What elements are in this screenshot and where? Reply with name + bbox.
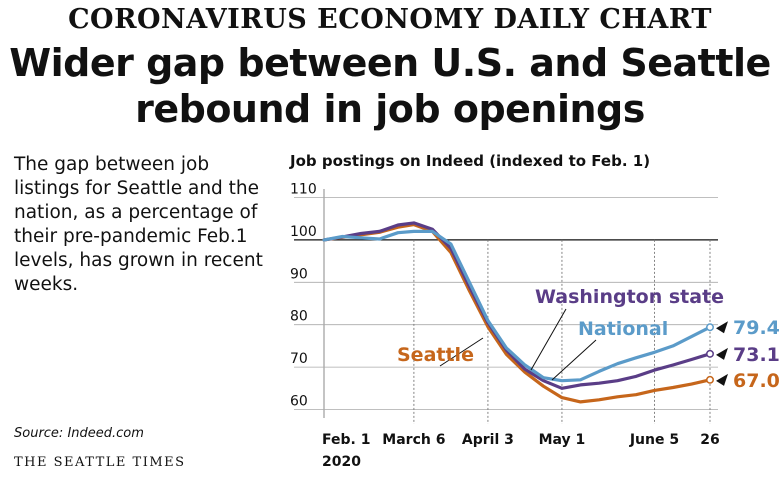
headline-line-1: Wider gap between U.S. and Seattle bbox=[9, 41, 771, 85]
x-tick-label: 26 bbox=[700, 432, 719, 448]
kicker: CORONAVIRUS ECONOMY DAILY CHART bbox=[68, 4, 712, 35]
series-name-label: Seattle bbox=[397, 344, 474, 366]
x-tick-label: Feb. 1 bbox=[322, 432, 370, 448]
leader-line bbox=[530, 308, 567, 371]
x-tick-label: May 1 bbox=[539, 432, 586, 448]
end-value-label: 73.13 bbox=[733, 344, 780, 366]
gridlines bbox=[294, 189, 718, 424]
series-line-seattle bbox=[322, 223, 712, 404]
leader-line bbox=[439, 337, 484, 367]
series-line-washington-state bbox=[322, 221, 712, 390]
y-tick-label: 70 bbox=[290, 351, 308, 367]
x-tick-label: April 3 bbox=[462, 432, 514, 448]
x-tick-sublabel: 2020 bbox=[322, 454, 361, 470]
x-tick-label: June 5 bbox=[629, 432, 679, 448]
end-marker bbox=[706, 375, 714, 384]
y-tick-label: 110 bbox=[290, 181, 317, 197]
source-note: Source: Indeed.com bbox=[14, 426, 144, 441]
series-line-national bbox=[322, 229, 712, 383]
pointer-arrow bbox=[716, 373, 728, 386]
pointer-arrow bbox=[716, 321, 728, 334]
leader-line bbox=[551, 339, 597, 381]
headline-line-2: rebound in job openings bbox=[135, 87, 645, 131]
series-lines bbox=[322, 221, 712, 404]
axis-ticks: 60 70 80 90 100 110 Feb. 1 2020 March 6 April 3 Ma… bbox=[290, 181, 720, 470]
chart-title: Job postings on Indeed (indexed to Feb. … bbox=[290, 152, 651, 170]
headline: Wider gap between U.S. and Seattle rebou… bbox=[0, 40, 780, 132]
x-tick-label: March 6 bbox=[382, 432, 445, 448]
chart-description: The gap between job listings for Seattle… bbox=[14, 154, 263, 295]
end-marker bbox=[706, 323, 714, 332]
series-name-label: National bbox=[578, 318, 668, 340]
end-value-label: 67.0 bbox=[733, 370, 780, 392]
end-value-label: 79.4 bbox=[733, 317, 780, 339]
y-tick-label: 80 bbox=[290, 309, 308, 325]
pointer-arrow bbox=[716, 347, 728, 360]
series-name-label: Washington state bbox=[535, 286, 724, 308]
series-labels: 79.4 73.13 67.0 National Washington state Sea… bbox=[397, 286, 780, 392]
publisher-credit: THE SEATTLE TIMES bbox=[14, 455, 186, 470]
end-marker bbox=[706, 349, 714, 358]
y-tick-label: 100 bbox=[290, 224, 317, 240]
y-tick-label: 60 bbox=[290, 394, 308, 410]
y-tick-label: 90 bbox=[290, 266, 308, 282]
